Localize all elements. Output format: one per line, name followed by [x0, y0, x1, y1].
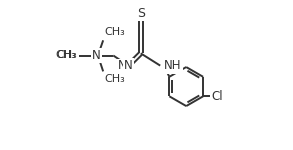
Text: NH: NH [164, 59, 181, 72]
Text: NH: NH [165, 61, 182, 74]
Text: S: S [137, 7, 145, 20]
Text: N: N [92, 49, 101, 62]
Text: CH₃: CH₃ [56, 51, 76, 60]
Text: CH₃: CH₃ [104, 27, 125, 38]
Text: Cl: Cl [211, 90, 223, 103]
Text: S: S [137, 7, 145, 20]
Text: N: N [124, 59, 133, 72]
Text: N: N [92, 49, 101, 62]
Text: N: N [117, 59, 126, 72]
Text: CH₃: CH₃ [56, 51, 77, 60]
Text: CH₃: CH₃ [104, 74, 125, 84]
